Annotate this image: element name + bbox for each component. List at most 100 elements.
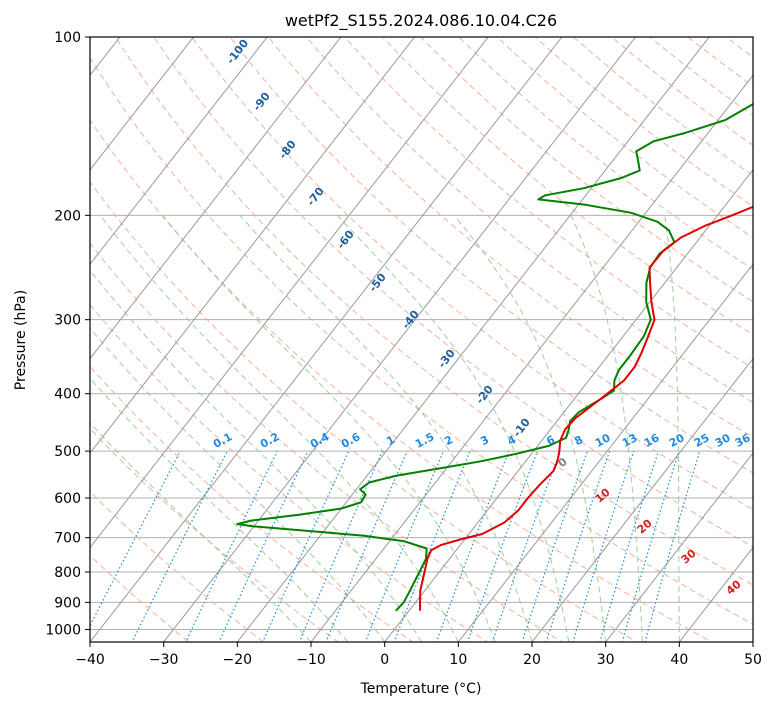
isotherm-line (90, 37, 195, 171)
dry-adiabat-line (90, 490, 265, 642)
x-tick-label: 0 (380, 652, 389, 668)
y-tick-label: 200 (54, 208, 81, 224)
dry-adiabat-line (90, 242, 564, 642)
y-tick-label: 700 (54, 531, 81, 547)
dry-adiabat-line (649, 37, 753, 117)
x-axis-title: Temperature (°C) (360, 681, 482, 697)
x-tick-label: 10 (449, 652, 467, 668)
isotherm-line (90, 37, 416, 454)
isotherm-line (384, 168, 753, 642)
temperature-line (419, 205, 753, 611)
dry-adiabat-line (382, 37, 753, 336)
mixing-ratio-label: 25 (692, 431, 712, 450)
x-tick-label: −20 (223, 652, 253, 668)
mixing-ratio-label: 16 (642, 431, 662, 450)
mixing-ratio-label: 3 (478, 433, 491, 448)
mixing-ratio-label: 10 (593, 431, 613, 450)
mixing-ratio-line (364, 450, 444, 642)
mixing-ratio-line (185, 450, 278, 642)
mixing-ratio-label: 1.5 (413, 430, 436, 451)
isotherm-label: -40 (399, 308, 422, 332)
y-tick-label: 400 (54, 387, 81, 403)
mixing-ratio-label: 30 (713, 431, 733, 450)
mixing-ratio-label: 0.6 (339, 430, 363, 451)
moist-adiabat-line (453, 214, 607, 642)
moist-adiabat-line (99, 215, 459, 642)
dry-adiabat-line (90, 56, 753, 625)
mixing-ratio-label: 0.4 (308, 430, 332, 451)
isotherm-line (457, 263, 753, 642)
mixing-ratio-label: 0.1 (211, 430, 234, 451)
mixing-ratio-line (393, 450, 471, 642)
dry-adiabat-line (267, 37, 753, 438)
mixing-ratio-line (466, 450, 538, 642)
isotherm-label: -80 (276, 138, 299, 162)
moist-adiabat-line (239, 214, 533, 642)
dry-adiabat-line (153, 37, 753, 548)
mixing-ratio-line (545, 450, 611, 642)
y-tick-label: 1000 (45, 622, 81, 638)
isotherm-label: -90 (250, 90, 273, 114)
dry-adiabat-line (305, 37, 753, 404)
warm-isotherm-label: 30 (679, 546, 699, 566)
isotherm-line (90, 37, 489, 549)
dry-adiabat-line (420, 37, 753, 303)
mixing-ratio-label: 1 (384, 433, 397, 448)
dry-adiabat-line (90, 303, 489, 642)
x-tick-label: 20 (523, 652, 541, 668)
isotherm-line (310, 74, 753, 642)
dry-adiabat-line (115, 37, 753, 586)
mixing-ratio-line (262, 450, 350, 642)
warm-isotherm-label: 20 (635, 516, 655, 536)
mixing-ratio-line (599, 450, 660, 642)
dry-adiabat-line (90, 365, 414, 642)
dry-adiabat-line (191, 37, 753, 511)
x-tick-label: −10 (296, 652, 326, 668)
chart-title: wetPf2_S155.2024.086.10.04.C26 (285, 11, 557, 31)
moist-adiabat-line (90, 269, 422, 642)
isotherm-label: -50 (366, 271, 389, 295)
moist-adiabat-line (664, 215, 680, 642)
moist-adiabat-line (336, 214, 570, 642)
dry-adiabat-line (90, 554, 190, 642)
y-tick-label: 500 (54, 444, 81, 460)
x-tick-label: −40 (75, 652, 105, 668)
mixing-ratio-line (621, 450, 680, 642)
isotherm-line (90, 37, 342, 360)
plot-frame (89, 36, 754, 643)
dry-adiabat-line (747, 24, 775, 654)
isotherm-label: -20 (473, 383, 496, 407)
isotherm-line (0, 10, 67, 654)
mixing-ratio-line (90, 450, 181, 628)
isotherm-line (605, 452, 753, 642)
x-tick-label: −30 (149, 652, 179, 668)
x-tick-label: 50 (744, 652, 762, 668)
dry-adiabat-line (90, 119, 713, 642)
x-tick-label: 30 (597, 652, 615, 668)
isotherm-line (90, 37, 268, 266)
mixing-ratio-label: 8 (572, 433, 585, 448)
dry-adiabat-line (572, 37, 753, 177)
y-tick-label: 300 (54, 313, 81, 329)
moist-adiabat-line (90, 422, 312, 642)
isotherm-label: -60 (334, 228, 357, 252)
y-axis-title: Pressure (hPa) (13, 290, 29, 390)
isotherm-line (236, 37, 710, 642)
x-tick-label: 40 (670, 652, 688, 668)
y-tick-label: 600 (54, 491, 81, 507)
mixing-ratio-label: 0.2 (258, 430, 281, 451)
mixing-ratio-label: 36 (733, 431, 753, 450)
dry-adiabat-line (90, 180, 639, 642)
mixing-ratio-label: 20 (667, 431, 687, 450)
dry-adiabat-line (458, 37, 753, 270)
moist-adiabat-line (162, 214, 496, 642)
mixing-ratio-line (435, 450, 510, 642)
isotherm-line (531, 357, 753, 642)
dewpoint-line (236, 102, 753, 612)
mixing-ratio-line (218, 450, 309, 642)
y-tick-label: 100 (54, 30, 81, 46)
warm-isotherm-label: 0 (556, 455, 570, 470)
mixing-ratio-line (131, 450, 228, 642)
isotherm-label: -70 (304, 185, 327, 209)
